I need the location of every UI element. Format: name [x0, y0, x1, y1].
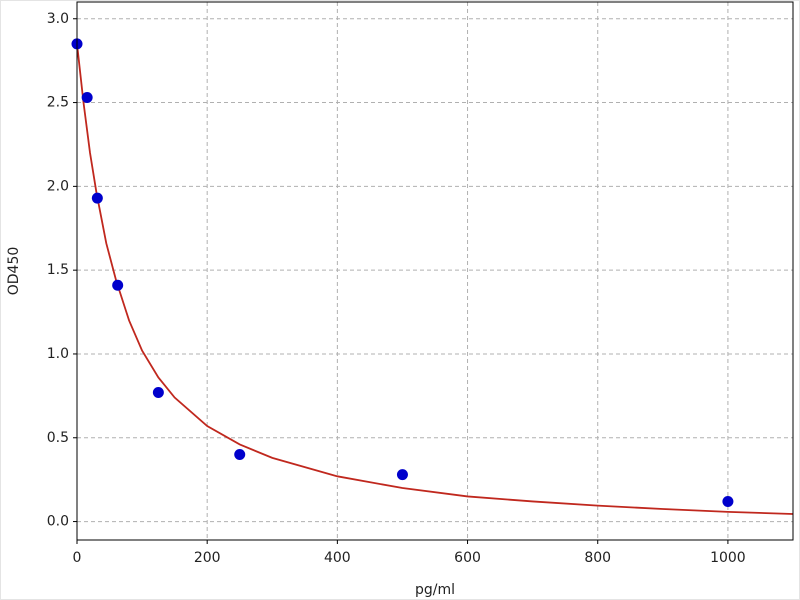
data-point [112, 279, 124, 291]
x-tick-label: 1000 [710, 550, 746, 566]
y-axis-label: OD450 [6, 247, 22, 296]
y-tick-label: 1.5 [47, 262, 69, 278]
data-point [722, 495, 734, 507]
x-tick-label: 400 [324, 550, 351, 566]
x-tick-label: 0 [73, 550, 82, 566]
x-tick-label: 800 [584, 550, 611, 566]
x-tick-label: 200 [194, 550, 221, 566]
fit-curve [77, 43, 793, 515]
y-tick-label: 3.0 [47, 11, 69, 27]
x-axis-label: pg/ml [415, 582, 455, 598]
y-tick-label: 2.0 [47, 178, 69, 194]
data-point [81, 92, 93, 104]
y-tick-label: 1.0 [47, 346, 69, 362]
plot-frame [76, 1, 794, 541]
x-tick-label: 600 [454, 550, 481, 566]
y-tick-label: 2.5 [47, 95, 69, 111]
data-point [91, 192, 103, 204]
y-tick-label: 0.5 [47, 430, 69, 446]
data-point [396, 469, 408, 481]
data-point [152, 387, 164, 399]
data-point [234, 449, 246, 461]
y-tick-label: 0.0 [47, 514, 69, 530]
